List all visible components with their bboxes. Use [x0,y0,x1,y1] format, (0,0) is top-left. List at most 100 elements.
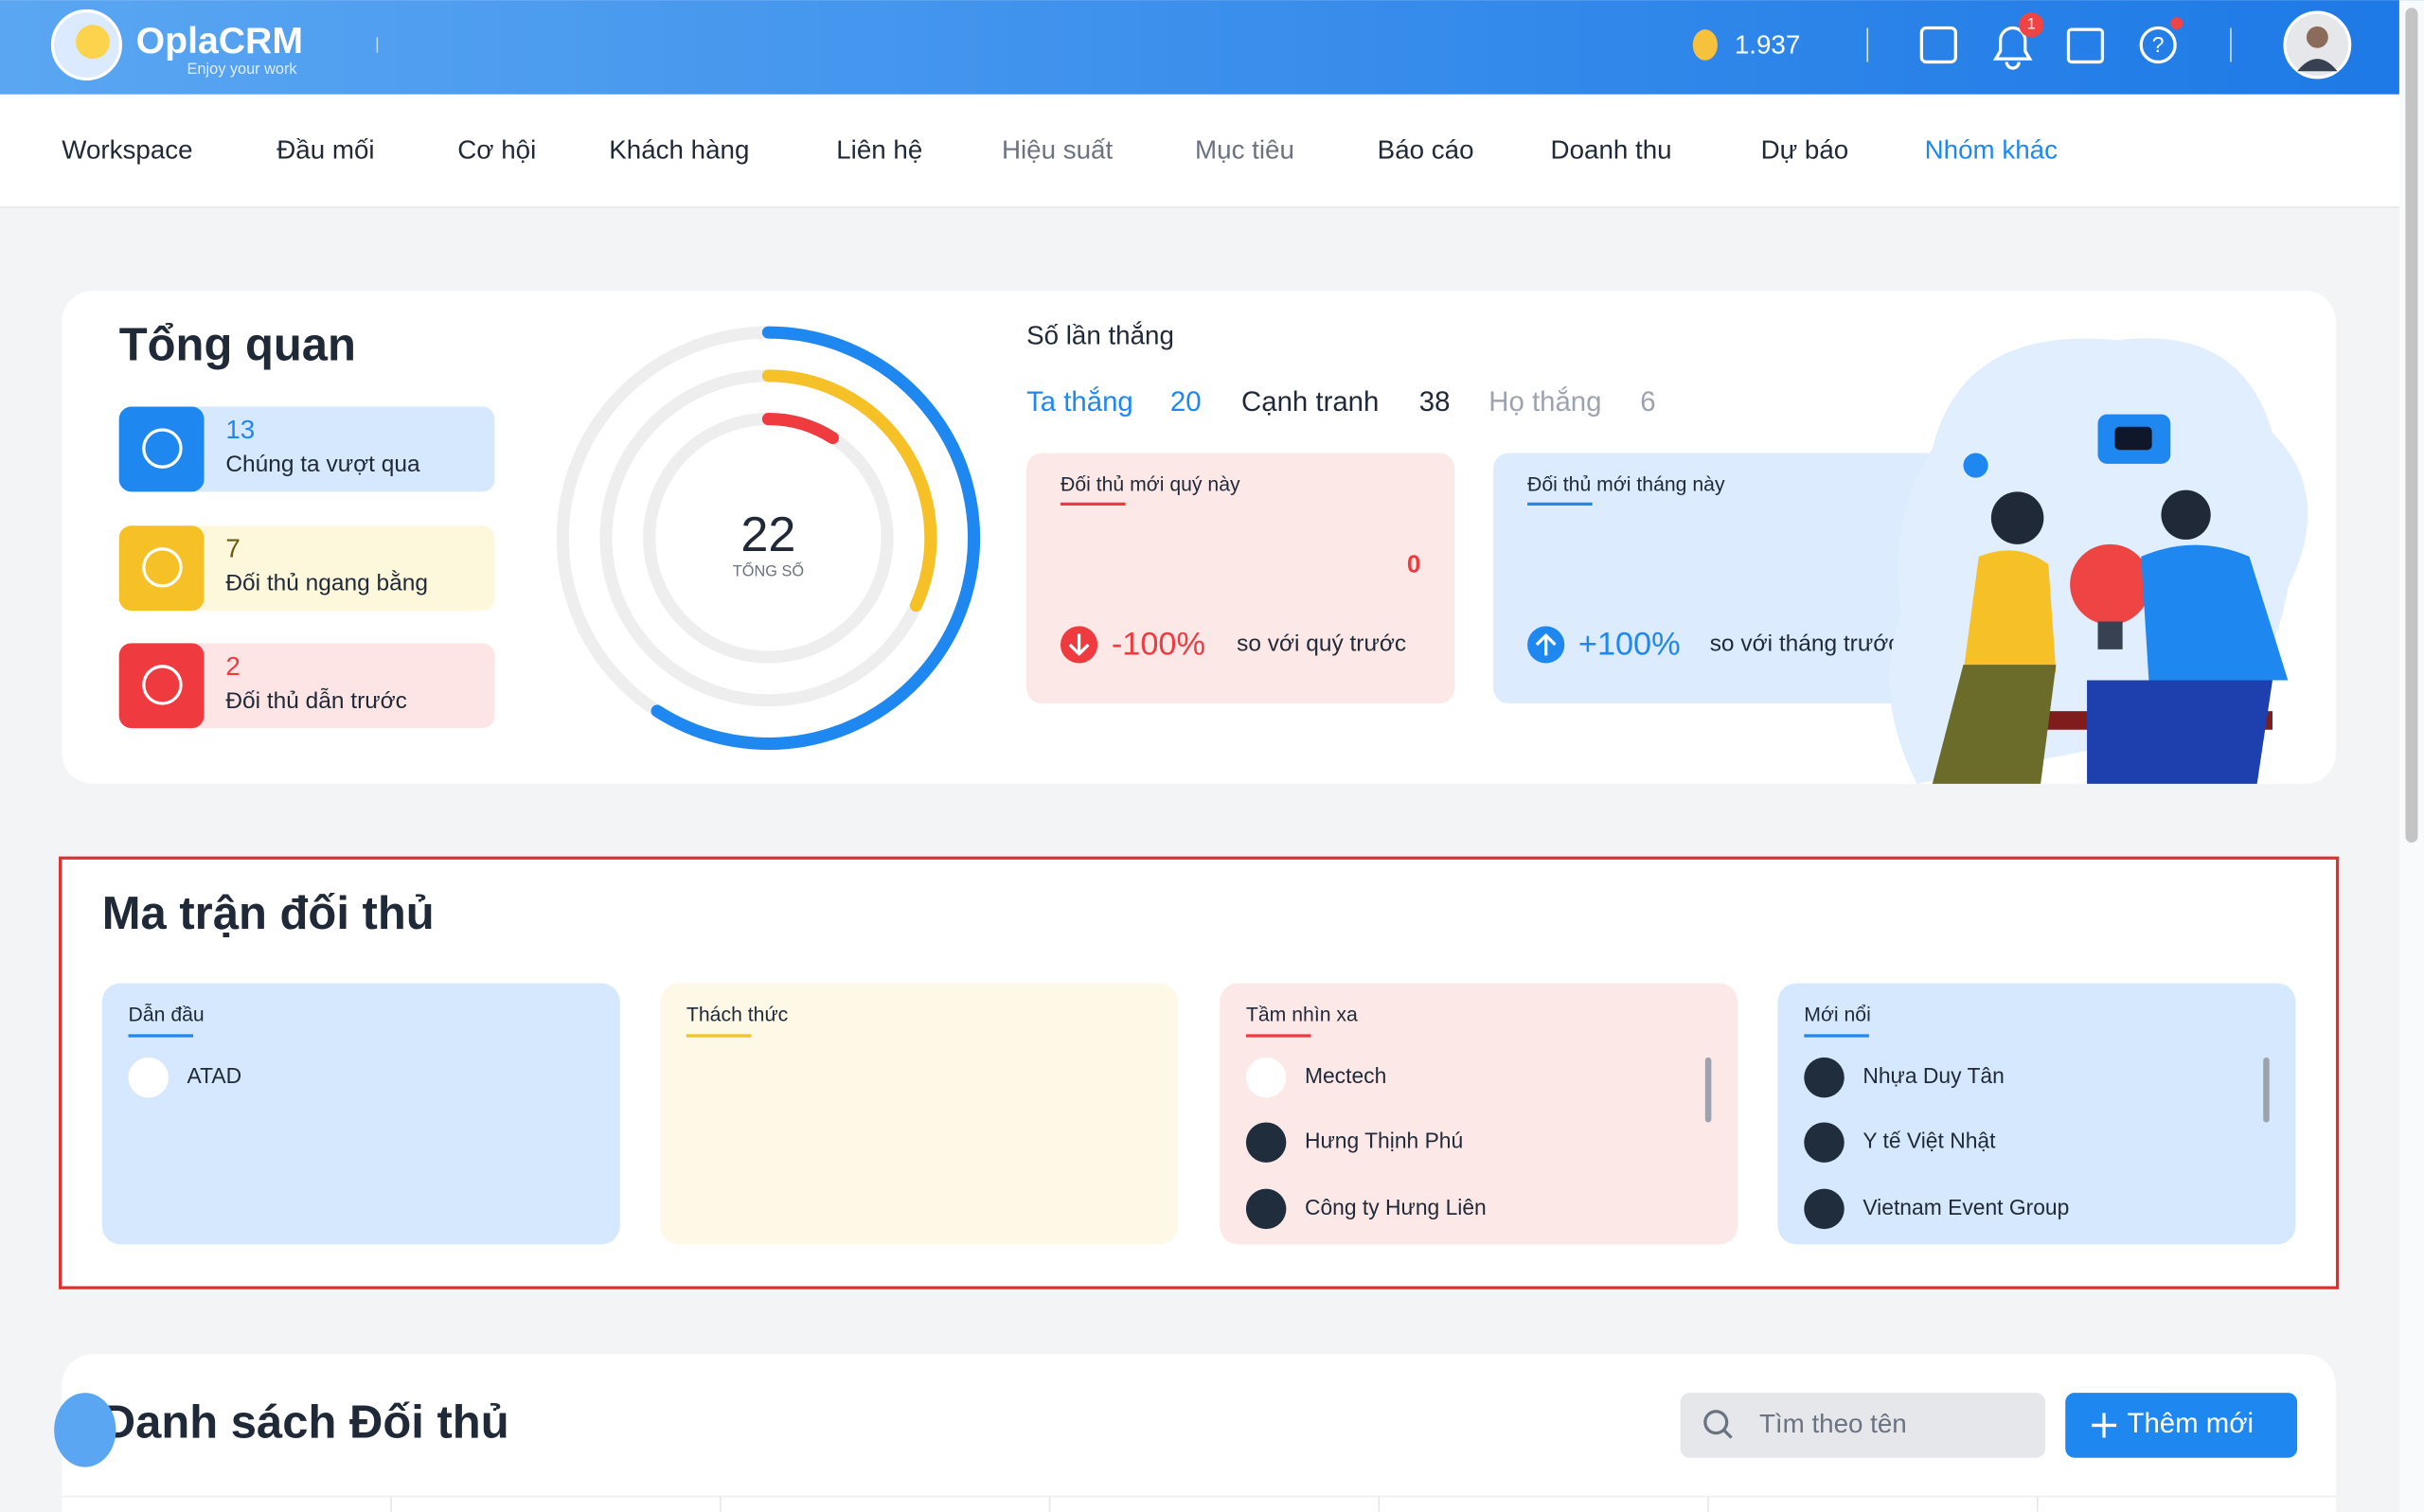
nav-item[interactable]: Dự báo [1761,134,1849,164]
avatar-face [2306,26,2328,48]
help-bubble[interactable] [54,1393,116,1468]
competitor-logo [1804,1188,1845,1230]
section-title: Ma trận đối thủ [102,888,435,939]
badge-count: 1 [2027,16,2036,33]
ring-arc [761,413,839,445]
kpi-change: -100% [1112,627,1205,663]
nav-item[interactable]: Nhóm khác [1925,134,2058,164]
help-icon[interactable] [2139,26,2177,64]
illustration [1889,338,2308,784]
kpi-value: 0 [1407,550,1421,578]
stat-value: 2 [225,651,240,681]
nav-item[interactable]: Cơ hội [457,134,536,164]
column-title: Thách thức [686,1004,789,1025]
stat-icon [118,406,205,492]
avatar-body [2297,59,2338,72]
column-title: Tầm nhìn xa [1246,1004,1358,1025]
stat-box[interactable] [118,525,495,612]
search-box[interactable] [1680,1393,2045,1458]
competitor-name[interactable]: Y tế Việt Nhật [1863,1129,1996,1153]
stat-icon [118,643,205,729]
stat-value: 7 [225,534,240,563]
coin-icon [1692,29,1718,61]
stat-face [142,428,183,469]
competitor-name[interactable]: Vietnam Event Group [1863,1195,2069,1219]
search-placeholder[interactable]: Tìm theo tên [1759,1409,1907,1438]
stat-label: Chúng ta vượt qua [225,452,420,477]
competitor-logo [1245,1188,1287,1230]
total-label: TỔNG SỐ [733,561,804,580]
win-value: 6 [1640,386,1655,418]
stat-box[interactable] [118,643,495,729]
logo-tagline: Enjoy your work [187,61,298,78]
down-arrow [1068,633,1090,657]
win-label[interactable]: Họ thắng [1488,386,1601,418]
ring-arc [761,369,937,613]
nav-item[interactable]: Liên hệ [836,134,922,164]
stat-value: 13 [225,415,255,444]
competitor-name[interactable]: ATAD [187,1063,242,1088]
stat-icon [118,525,205,612]
win-value: 38 [1419,386,1451,418]
kpi-change: +100% [1578,627,1681,663]
nav-bar: Workspace Đầu mối Cơ hội Khách hàng Liên hệ H… [0,94,2399,208]
nav-item[interactable]: Hiệu suất [1002,134,1114,164]
competitor-logo [1245,1057,1287,1098]
up-arrow [1535,632,1557,656]
stat-label: Đối thủ dẫn trước [225,688,407,714]
nav-item[interactable]: Khách hàng [609,134,749,164]
matrix-column [1220,983,1738,1245]
nav-item[interactable]: Doanh thu [1551,134,1672,164]
matrix-column [101,983,620,1245]
scrollbar-thumb[interactable] [2405,8,2418,843]
competitor-name[interactable]: Nhựa Duy Tân [1863,1063,2004,1088]
win-label[interactable]: Cạnh tranh [1241,386,1379,418]
column-title: Mới nổi [1804,1004,1871,1025]
total-value: 22 [740,507,795,562]
table-column-dividers [390,1496,2039,1512]
stats: 13 Chúng ta vượt qua 7 Đối thủ ngang bằng 2 Đ… [118,406,495,729]
section-title: Danh sách Đối thủ [102,1396,509,1448]
competitor-logo [1804,1122,1845,1163]
add-button-label[interactable]: Thêm mới [2128,1408,2255,1439]
plus-icon [2091,1413,2117,1438]
tasks-icon[interactable] [1919,26,1957,64]
nav-item[interactable]: Báo cáo [1378,134,1474,164]
column-scroll-thumb [1704,1057,1712,1123]
kpi-card [1026,453,1455,703]
badge [2019,12,2044,38]
logo-yolk [76,25,110,60]
competitor-logo [1245,1122,1287,1163]
overview-card: Tổng quan 13 Chúng ta vượt qua 7 Đối thủ ng… [62,291,2336,784]
calendar-icon[interactable] [2066,27,2105,64]
competitor-logo [1804,1057,1845,1098]
matrix-column [1777,983,2296,1245]
nav-item[interactable]: Workspace [62,134,192,164]
nav-item[interactable]: Mục tiêu [1195,134,1294,164]
win-label[interactable]: Ta thắng [1026,386,1133,418]
win-value: 20 [1170,386,1202,418]
stat-label: Đối thủ ngang bằng [225,571,428,596]
kpi-compare: so với quý trước [1237,631,1406,656]
help-dot [2170,17,2183,30]
stat-face [142,665,183,705]
stat-box[interactable] [118,406,495,492]
section-title: Tổng quan [119,319,356,370]
search-icon-handle [1722,1429,1733,1439]
header: OplaCRM Enjoy your work 1.937 1 ? [0,0,2424,95]
nav-item[interactable]: Đầu mối [276,134,374,164]
competitor-name[interactable]: Mectech [1305,1063,1386,1088]
wins-title: Số lần thắng [1026,320,1174,349]
logo-text[interactable]: OplaCRM [136,21,303,62]
coin-count: 1.937 [1735,29,1800,59]
add-button[interactable] [2065,1393,2298,1458]
kpi-title: Đối thủ mới tháng này [1527,473,1725,495]
competitor-name[interactable]: Hưng Thịnh Phú [1305,1129,1463,1153]
competitor-name[interactable]: Công ty Hưng Liên [1305,1195,1487,1219]
header-bar [0,0,2424,95]
nav-background [0,94,2399,207]
bell-icon[interactable] [1992,26,2033,70]
